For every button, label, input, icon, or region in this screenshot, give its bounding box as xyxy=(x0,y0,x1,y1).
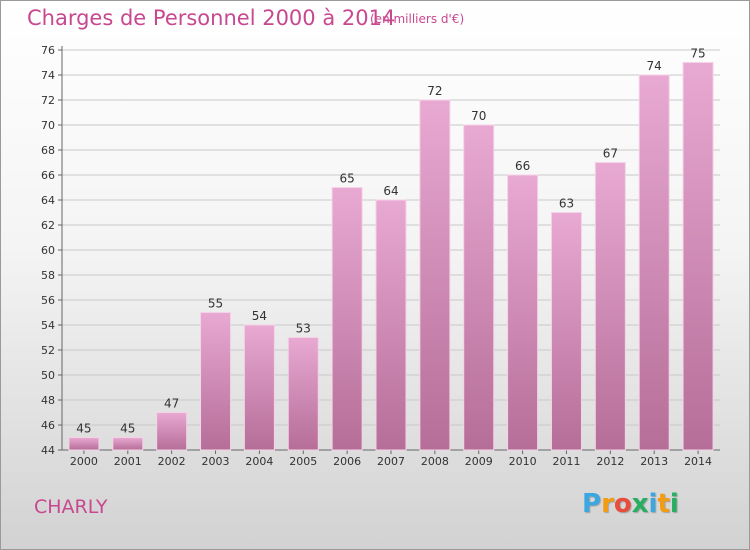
x-tick-label: 2003 xyxy=(202,455,230,468)
x-tick-label: 2014 xyxy=(684,455,712,468)
bar xyxy=(638,74,670,451)
bar xyxy=(550,212,582,451)
data-label: 45 xyxy=(76,422,91,436)
logo-letter: t xyxy=(657,489,670,519)
x-tick-label: 2008 xyxy=(421,455,449,468)
bar xyxy=(375,199,407,451)
bar xyxy=(200,312,232,451)
chart-title: Charges de Personnel 2000 à 2014 xyxy=(27,6,396,30)
y-tick-label: 58 xyxy=(41,269,55,282)
data-label: 72 xyxy=(427,84,442,98)
y-tick-label: 56 xyxy=(41,294,55,307)
data-label: 47 xyxy=(164,397,179,411)
x-tick-label: 2007 xyxy=(377,455,405,468)
data-label: 67 xyxy=(603,147,618,161)
logo-letter: x xyxy=(631,489,649,519)
data-label: 64 xyxy=(383,184,398,198)
data-label: 65 xyxy=(339,172,354,186)
data-label: 54 xyxy=(252,309,267,323)
x-tick-label: 2012 xyxy=(596,455,624,468)
y-tick-label: 72 xyxy=(41,94,55,107)
x-tick-label: 2013 xyxy=(640,455,668,468)
data-label: 63 xyxy=(559,197,574,211)
chart-subtitle: (en milliers d'€) xyxy=(370,12,465,26)
y-tick-label: 46 xyxy=(41,419,55,432)
x-tick-label: 2000 xyxy=(70,455,98,468)
data-label: 66 xyxy=(515,159,530,173)
bar xyxy=(156,412,188,451)
logo-letter: P xyxy=(582,489,602,519)
labels: 45 45 47 55 54 53 65 64 72 70 66 63 67 74 75 xyxy=(76,47,705,436)
x-tick-label: 2004 xyxy=(245,455,273,468)
bar xyxy=(68,437,100,451)
bar xyxy=(419,99,451,451)
x-tick-label: 2001 xyxy=(114,455,142,468)
y-tick-label: 62 xyxy=(41,219,55,232)
logo-letter: i xyxy=(648,489,658,519)
bar xyxy=(331,187,363,451)
bar xyxy=(243,324,275,451)
y-tick-label: 70 xyxy=(41,119,55,132)
logo-letter: i xyxy=(669,489,679,519)
proxiti-logo[interactable]: Proxiti xyxy=(582,489,679,519)
x-tick-label: 2005 xyxy=(289,455,317,468)
bar xyxy=(463,124,495,451)
x-tick-label: 2006 xyxy=(333,455,361,468)
y-tick-label: 76 xyxy=(41,44,55,57)
y-tick-label: 54 xyxy=(41,319,55,332)
y-tick-label: 68 xyxy=(41,144,55,157)
y-tick-label: 66 xyxy=(41,169,55,182)
logo-letter: r xyxy=(601,489,614,519)
data-label: 45 xyxy=(120,422,135,436)
y-tick-label: 44 xyxy=(41,444,55,457)
bar xyxy=(682,62,714,451)
bar xyxy=(112,437,144,451)
y-tick-label: 64 xyxy=(41,194,55,207)
city-name: CHARLY xyxy=(34,496,108,518)
data-label: 74 xyxy=(647,59,662,73)
x-tick-label: 2002 xyxy=(158,455,186,468)
logo-letter: o xyxy=(613,489,632,519)
data-label: 55 xyxy=(208,297,223,311)
bars xyxy=(68,62,714,451)
y-tick-label: 60 xyxy=(41,244,55,257)
y-tick-label: 48 xyxy=(41,394,55,407)
bar xyxy=(594,162,626,451)
x-tick-label: 2011 xyxy=(552,455,580,468)
x-tick-label: 2010 xyxy=(509,455,537,468)
data-label: 53 xyxy=(296,322,311,336)
data-label: 75 xyxy=(690,47,705,61)
y-tick-label: 74 xyxy=(41,69,55,82)
x-tick-label: 2009 xyxy=(465,455,493,468)
y-tick-label: 52 xyxy=(41,344,55,357)
bar xyxy=(507,174,539,451)
y-tick-label: 50 xyxy=(41,369,55,382)
bar xyxy=(287,337,319,451)
data-label: 70 xyxy=(471,109,486,123)
